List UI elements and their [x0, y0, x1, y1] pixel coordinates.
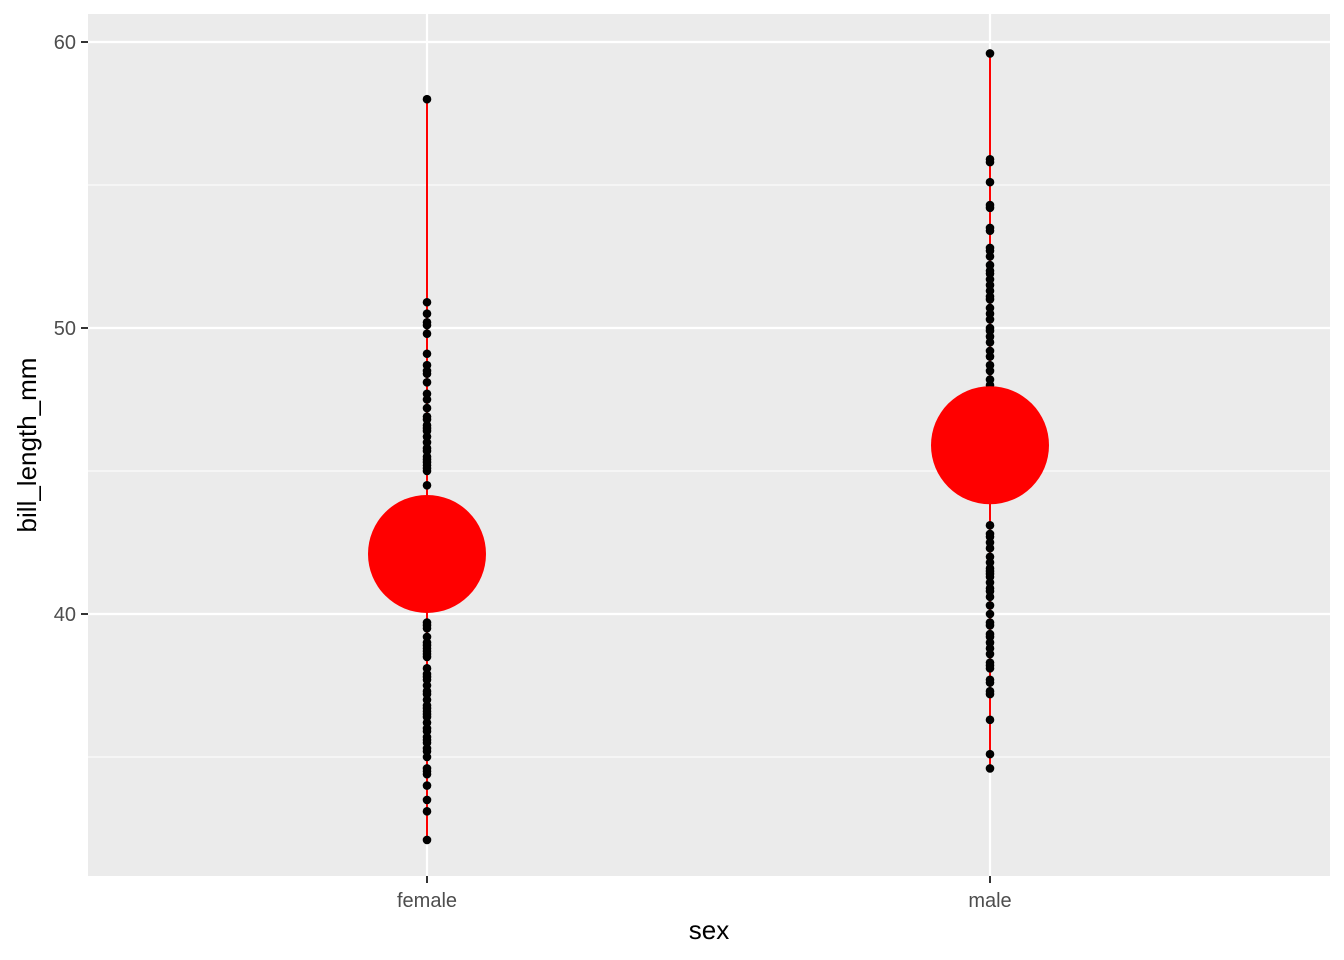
data-point [985, 658, 995, 667]
data-point [985, 177, 995, 187]
data-point [422, 297, 432, 307]
data-point [422, 781, 432, 790]
series-male [931, 49, 1049, 773]
y-tick-label: 60 [54, 32, 76, 54]
data-point [985, 303, 995, 313]
data-point [985, 260, 995, 270]
y-tick-label: 40 [54, 604, 76, 626]
data-point [985, 715, 995, 725]
data-point [422, 94, 432, 104]
data-point [985, 618, 995, 627]
data-point [985, 243, 995, 253]
data-point [422, 795, 432, 805]
series-female [368, 94, 486, 845]
grid-minor [88, 184, 1330, 758]
y-axis: 40 50 60 [54, 32, 88, 626]
data-point [985, 749, 995, 759]
x-axis-title: sex [689, 915, 729, 945]
data-point [422, 835, 432, 845]
y-axis-title: bill_length_mm [12, 358, 42, 533]
data-point [422, 632, 432, 642]
data-point [422, 403, 432, 413]
data-point [422, 389, 432, 399]
data-point [422, 412, 432, 421]
data-point [985, 154, 995, 164]
x-axis: female male [397, 876, 1012, 912]
data-point [985, 686, 995, 696]
data-point [985, 601, 995, 610]
data-point [422, 481, 432, 490]
data-point [422, 329, 432, 339]
mean-marker [368, 494, 486, 613]
data-point [985, 223, 995, 233]
data-point [422, 618, 432, 627]
plot-panel [88, 14, 1330, 876]
data-point [985, 346, 995, 356]
data-point [422, 317, 432, 327]
data-point [985, 200, 995, 210]
mean-marker [931, 386, 1049, 505]
data-point [422, 360, 432, 370]
data-point [985, 375, 995, 384]
data-point [985, 629, 995, 639]
data-point [422, 349, 432, 359]
data-point [422, 309, 432, 319]
data-point [422, 378, 432, 387]
x-tick-label: male [968, 890, 1011, 912]
data-point [985, 609, 995, 619]
data-point [422, 807, 432, 816]
data-point [422, 664, 432, 673]
data-point [985, 49, 995, 58]
data-marks [368, 49, 1049, 845]
data-point [985, 529, 995, 539]
x-tick-label: female [397, 890, 457, 912]
data-point [985, 764, 995, 773]
data-point [985, 521, 995, 530]
data-point [985, 675, 995, 685]
y-tick-label: 50 [54, 318, 76, 340]
data-point [985, 323, 995, 333]
data-point [985, 552, 995, 562]
data-point [985, 360, 995, 370]
data-point [422, 764, 432, 773]
